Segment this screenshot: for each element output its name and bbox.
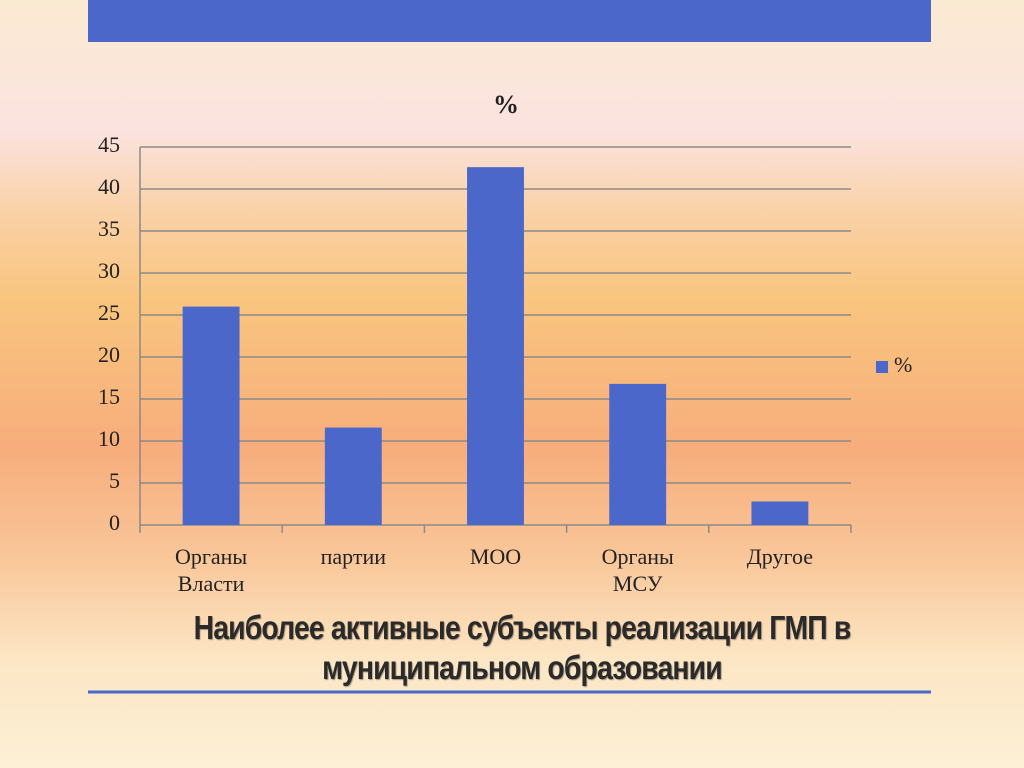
chart-title: % — [493, 90, 519, 119]
y-tick-label: 25 — [98, 300, 120, 325]
y-tick-label: 0 — [109, 510, 120, 535]
bar — [467, 167, 524, 525]
y-tick-label: 20 — [98, 342, 120, 367]
bar — [324, 427, 382, 525]
y-tick-label: 45 — [98, 132, 120, 157]
legend-swatch — [876, 361, 888, 373]
x-tick-label: Органы МСУ — [601, 544, 674, 596]
header-bar — [88, 0, 931, 42]
y-tick-label: 35 — [98, 216, 120, 241]
bar — [182, 306, 240, 525]
x-tick-label: Другое — [746, 544, 813, 569]
y-tick-label: 15 — [98, 384, 120, 409]
bar — [609, 383, 667, 525]
x-tick-label: партии — [320, 544, 386, 569]
x-tick-label: МОО — [469, 544, 522, 569]
bar — [751, 501, 809, 525]
y-tick-label: 10 — [98, 426, 120, 451]
x-tick-label: Органы Власти — [174, 544, 248, 596]
y-tick-label: 5 — [109, 468, 120, 493]
slide-caption: Наиболее активные субъекты реализации ГМ… — [193, 609, 852, 686]
legend-label: % — [894, 352, 912, 377]
y-tick-label: 40 — [98, 174, 120, 199]
y-tick-label: 30 — [98, 258, 120, 283]
